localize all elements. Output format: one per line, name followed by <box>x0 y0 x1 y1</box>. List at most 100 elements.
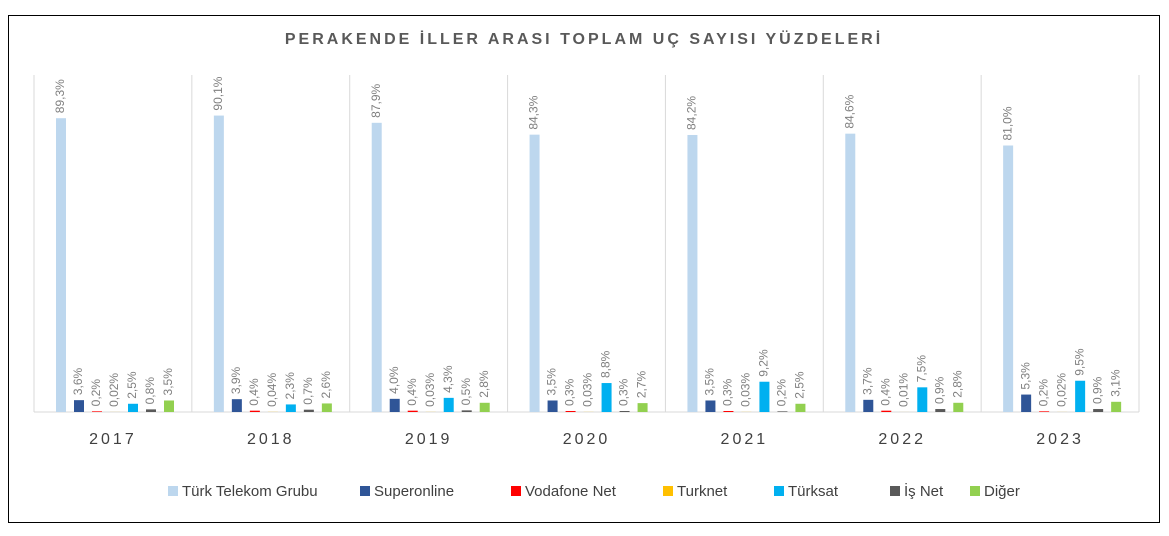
value-label: 0,02% <box>107 373 121 407</box>
bar <box>408 411 418 412</box>
legend-label: Turknet <box>677 483 728 500</box>
bar <box>56 118 66 412</box>
x-tick-label: 2017 <box>89 431 137 448</box>
value-label: 0,3% <box>563 378 577 406</box>
x-tick-label: 2020 <box>563 431 611 448</box>
value-label: 0,2% <box>89 379 103 407</box>
value-label: 0,2% <box>1036 379 1050 407</box>
value-label: 0,03% <box>739 373 753 407</box>
bar <box>1021 395 1031 412</box>
value-label: 0,3% <box>617 378 631 406</box>
bar <box>723 411 733 412</box>
value-label: 0,03% <box>423 373 437 407</box>
bar <box>164 400 174 412</box>
bar <box>863 400 873 412</box>
bar <box>232 399 242 412</box>
bar <box>638 403 648 412</box>
bar <box>1003 146 1013 412</box>
value-label: 2,3% <box>283 372 297 400</box>
legend-swatch <box>511 486 521 496</box>
value-label: 3,6% <box>71 367 85 395</box>
value-label: 3,5% <box>703 368 717 396</box>
value-label: 2,6% <box>319 371 333 399</box>
x-tick-label: 2022 <box>878 431 926 448</box>
bar <box>214 116 224 412</box>
value-label: 90,1% <box>211 76 225 110</box>
value-label: 0,3% <box>721 378 735 406</box>
bar <box>92 411 102 412</box>
bar <box>146 409 156 412</box>
bar <box>845 134 855 412</box>
value-label: 0,8% <box>143 377 157 405</box>
bar <box>705 400 715 412</box>
legend-swatch <box>970 486 980 496</box>
value-label: 2,5% <box>793 371 807 399</box>
value-label: 8,8% <box>599 350 613 378</box>
bar <box>1039 411 1049 412</box>
value-label: 9,5% <box>1072 348 1086 376</box>
value-label: 3,5% <box>545 368 559 396</box>
value-label: 2,7% <box>635 370 649 398</box>
value-label: 0,01% <box>896 373 910 407</box>
bar <box>462 410 472 412</box>
value-label: 0,7% <box>301 377 315 405</box>
value-label: 3,5% <box>161 368 175 396</box>
value-label: 4,3% <box>441 365 455 393</box>
bar <box>777 411 787 412</box>
x-tick-label: 2023 <box>1036 431 1084 448</box>
value-label: 0,5% <box>459 378 473 406</box>
bar <box>881 411 891 412</box>
value-label: 3,1% <box>1108 369 1122 397</box>
value-label: 81,0% <box>1000 106 1014 140</box>
legend-label: Superonline <box>374 483 454 500</box>
bar <box>602 383 612 412</box>
bar <box>74 400 84 412</box>
value-label: 3,7% <box>860 367 874 395</box>
bar <box>1093 409 1103 412</box>
value-label: 84,6% <box>842 94 856 128</box>
x-tick-label: 2018 <box>247 431 295 448</box>
legend-label: Diğer <box>984 483 1020 500</box>
x-tick-label: 2019 <box>405 431 453 448</box>
bar <box>917 387 927 412</box>
bar <box>1111 402 1121 412</box>
legend-swatch <box>360 486 370 496</box>
legend-swatch <box>663 486 673 496</box>
bar <box>687 135 697 412</box>
value-label: 0,04% <box>265 373 279 407</box>
value-label: 0,9% <box>1090 376 1104 404</box>
bar <box>566 411 576 412</box>
x-tick-label: 2021 <box>721 431 769 448</box>
bar <box>935 409 945 412</box>
value-label: 0,2% <box>775 379 789 407</box>
bar <box>286 404 296 412</box>
value-label: 3,9% <box>229 366 243 394</box>
legend-swatch <box>774 486 784 496</box>
bar <box>548 400 558 412</box>
legend-label: Türksat <box>788 483 839 500</box>
bar <box>795 404 805 412</box>
bar <box>250 411 260 412</box>
bar <box>620 411 630 412</box>
value-label: 2,8% <box>477 370 491 398</box>
value-label: 0,9% <box>932 376 946 404</box>
value-label: 7,5% <box>914 355 928 383</box>
bar <box>953 403 963 412</box>
bar <box>128 404 138 412</box>
legend-label: Vodafone Net <box>525 483 617 500</box>
value-label: 5,3% <box>1018 362 1032 390</box>
legend-label: Türk Telekom Grubu <box>182 483 318 500</box>
legend-swatch <box>890 486 900 496</box>
bar <box>444 398 454 412</box>
bar <box>1075 381 1085 412</box>
value-label: 87,9% <box>369 83 383 117</box>
bar <box>304 410 314 412</box>
chart-title: PERAKENDE İLLER ARASI TOPLAM UÇ SAYISI Y… <box>285 29 883 48</box>
bar <box>480 403 490 412</box>
value-label: 0,4% <box>247 378 261 406</box>
value-label: 84,2% <box>685 96 699 130</box>
bar <box>759 382 769 412</box>
bar <box>372 123 382 412</box>
bar <box>530 135 540 412</box>
